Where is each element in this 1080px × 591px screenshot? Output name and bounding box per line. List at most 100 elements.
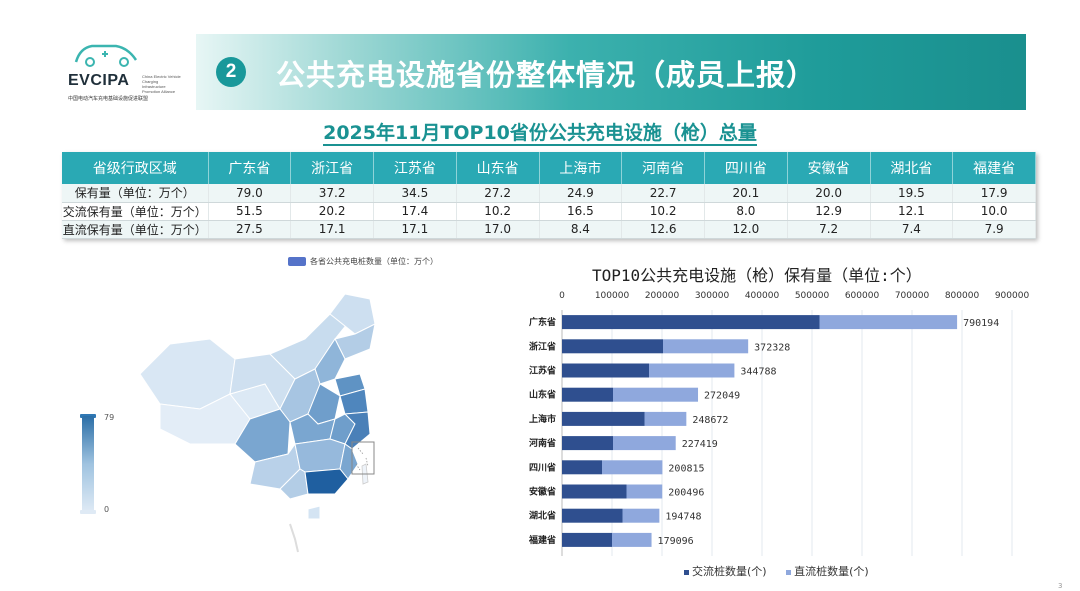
x-tick-label: 300000 <box>695 291 730 301</box>
table-cell: 10.2 <box>621 202 705 221</box>
table-cell: 19.5 <box>870 184 954 203</box>
stacked-bar-chart: 0 100000 200000 300000 400000 500000 600000 700… <box>528 291 1030 556</box>
bar-total-label: 248672 <box>692 415 728 426</box>
bar-ac-segment <box>562 315 820 330</box>
bar-ac-segment <box>562 436 613 451</box>
section-number-badge: 2 <box>216 57 246 87</box>
x-tick-label: 900000 <box>995 291 1030 301</box>
y-category-label: 上海市 <box>529 413 556 425</box>
table-row: 保有量（单位：万个） 79.0 37.2 34.5 27.2 24.9 22.7 20.1 20… <box>62 184 1036 203</box>
bar-total-label: 194748 <box>665 512 701 523</box>
table-col-header: 上海市 <box>539 152 623 184</box>
y-category-label: 河南省 <box>529 437 556 449</box>
bar-total-label: 272049 <box>704 391 740 402</box>
bar-ac-segment <box>562 460 602 475</box>
table-cell: 17.1 <box>373 220 457 239</box>
x-tick-label: 500000 <box>795 291 830 301</box>
bar-ac-segment <box>562 387 613 402</box>
table-cell: 12.1 <box>870 202 954 221</box>
x-tick-label: 200000 <box>645 291 680 301</box>
map-region-hunan-jiangxi <box>294 438 346 473</box>
car-plug-icon <box>74 44 138 67</box>
map-legend-swatch <box>288 257 306 266</box>
chart-legend: 交流桩数量(个) 直流桩数量(个) <box>684 563 885 579</box>
y-category-label: 江苏省 <box>529 365 556 377</box>
table-row: 直流保有量（单位：万个） 27.5 17.1 17.1 17.0 8.4 12.6 12.0 7… <box>62 220 1036 239</box>
table-cell: 51.5 <box>208 202 292 221</box>
table-cell: 16.5 <box>539 202 623 221</box>
table-header-label: 省级行政区域 <box>62 152 209 184</box>
table-col-header: 河南省 <box>621 152 705 184</box>
table-col-header: 湖北省 <box>870 152 954 184</box>
table-cell: 12.0 <box>704 220 788 239</box>
bar-total-label: 227419 <box>682 439 718 450</box>
bar-ac-segment <box>562 411 645 426</box>
bar-total-label: 372328 <box>754 342 790 353</box>
bar-total-label: 200496 <box>668 488 704 499</box>
legend-swatch-dc <box>786 569 792 575</box>
table-cell: 24.9 <box>539 184 623 203</box>
table-col-header: 广东省 <box>208 152 292 184</box>
chart-title: TOP10公共充电设施（枪）保有量（单位:个） <box>592 266 922 285</box>
visualmap-handle-bottom[interactable] <box>80 510 96 514</box>
bar-dc-segment <box>626 484 663 499</box>
table-cell: 10.2 <box>456 202 540 221</box>
legend-item-ac[interactable]: 交流桩数量(个) <box>684 565 767 578</box>
table-title: 2025年11月TOP10省份公共充电设施（枪）总量 <box>323 122 757 146</box>
table-cell: 79.0 <box>208 184 292 203</box>
table-cell: 8.0 <box>704 202 788 221</box>
table-cell: 17.0 <box>456 220 540 239</box>
bar-dc-segment <box>622 508 660 523</box>
table-cell: 12.6 <box>621 220 705 239</box>
evcipa-logo: EVCIPA China Electric Vehicle Charging I… <box>62 40 182 104</box>
table-cell: 7.9 <box>952 220 1036 239</box>
bar-dc-segment <box>612 532 652 547</box>
map-inset-south-china-sea <box>351 441 375 475</box>
legend-swatch-ac <box>684 569 689 575</box>
table-cell: 37.2 <box>290 184 374 203</box>
bar-ac-segment <box>562 508 623 523</box>
table-col-header: 江苏省 <box>373 152 457 184</box>
x-tick-label: 700000 <box>895 291 930 301</box>
bar-ac-segment <box>562 532 612 547</box>
table-cell: 20.1 <box>704 184 788 203</box>
table-cell: 34.5 <box>373 184 457 203</box>
bar-ac-segment <box>562 484 627 499</box>
bar-dc-segment <box>602 460 663 475</box>
map-region-hainan <box>307 505 321 520</box>
x-tick-label: 800000 <box>945 291 980 301</box>
table-cell: 10.0 <box>952 202 1036 221</box>
bar-dc-segment <box>819 315 958 330</box>
china-choropleth-map <box>139 293 376 553</box>
logo-brand-en: China Electric Vehicle Charging Infrastr… <box>142 74 181 94</box>
table-cell: 17.9 <box>952 184 1036 203</box>
bar-dc-segment <box>644 411 687 426</box>
table-cell: 27.2 <box>456 184 540 203</box>
province-table: 省级行政区域 广东省 浙江省 江苏省 山东省 上海市 河南省 四川省 安徽省 湖… <box>62 152 1036 239</box>
table-cell: 7.4 <box>870 220 954 239</box>
section-banner <box>196 34 1026 110</box>
logo-brand: EVCIPA <box>68 72 130 89</box>
y-category-label: 四川省 <box>529 461 556 473</box>
bar-dc-segment <box>649 363 735 378</box>
table-cell: 22.7 <box>621 184 705 203</box>
map-region-heilongjiang <box>329 293 376 335</box>
table-row: 交流保有量（单位：万个） 51.5 20.2 17.4 10.2 16.5 10.2 8.0 1… <box>62 202 1036 221</box>
y-category-label: 浙江省 <box>529 340 556 352</box>
x-tick-label: 0 <box>559 291 565 301</box>
bar-total-label: 179096 <box>658 536 694 547</box>
bar-dc-segment <box>663 339 749 354</box>
visualmap-max-label: 79 <box>104 413 115 422</box>
table-col-header: 山东省 <box>456 152 540 184</box>
y-category-label: 福建省 <box>528 534 556 546</box>
visualmap-min-label: 0 <box>104 505 110 514</box>
y-category-label: 安徽省 <box>529 486 556 498</box>
table-col-header: 福建省 <box>952 152 1036 184</box>
table-cell: 12.9 <box>787 202 871 221</box>
legend-item-dc[interactable]: 直流桩数量(个) <box>786 565 869 578</box>
table-cell: 8.4 <box>539 220 623 239</box>
table-header-row: 省级行政区域 广东省 浙江省 江苏省 山东省 上海市 河南省 四川省 安徽省 湖… <box>62 152 1036 184</box>
bar-ac-segment <box>562 363 649 378</box>
y-category-label: 湖北省 <box>529 510 556 522</box>
x-tick-label: 100000 <box>595 291 630 301</box>
